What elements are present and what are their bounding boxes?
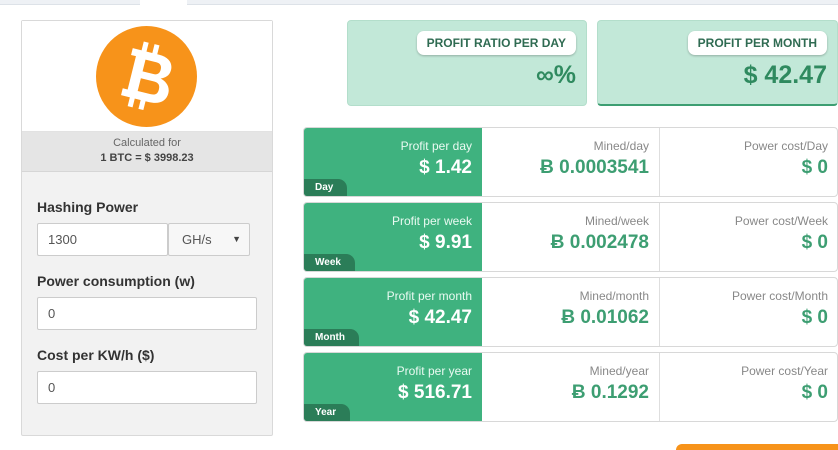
mined-cell: Mined/month Ƀ 0.01062 (482, 278, 660, 346)
table-row: Profit per week $ 9.91 Week Mined/week Ƀ… (303, 202, 838, 272)
profit-month-card: PROFIT PER MONTH $ 42.47 (597, 20, 838, 106)
cost-per-kwh-label: Cost per KW/h ($) (37, 347, 155, 363)
power-cost-label: Power cost/Day (743, 139, 828, 153)
profit-ratio-card: PROFIT RATIO PER DAY ∞% (347, 20, 587, 106)
profit-month-value: $ 42.47 (743, 61, 827, 89)
table-row: Profit per month $ 42.47 Month Mined/mon… (303, 277, 838, 347)
profit-value: $ 1.42 (419, 157, 472, 178)
power-cost-label: Power cost/Week (734, 214, 828, 228)
power-cost-value: $ 0 (801, 157, 828, 178)
profit-value: $ 42.47 (408, 307, 472, 328)
period-tag: Month (304, 329, 359, 346)
mined-cell: Mined/day Ƀ 0.0003541 (482, 128, 660, 196)
logo-box (22, 21, 272, 132)
btc-rate: 1 BTC = $ 3998.23 (100, 152, 194, 164)
profit-ratio-label: PROFIT RATIO PER DAY (416, 31, 576, 55)
power-cost-value: $ 0 (801, 232, 828, 253)
hashing-power-label: Hashing Power (37, 199, 139, 215)
profit-label: Profit per month (386, 289, 472, 303)
mined-label: Mined/day (593, 139, 649, 153)
power-cost-cell: Power cost/Month $ 0 (660, 278, 837, 346)
mined-label: Mined/year (589, 364, 649, 378)
mined-label: Mined/month (579, 289, 649, 303)
mined-value: Ƀ 0.1292 (571, 382, 649, 403)
table-row: Profit per day $ 1.42 Day Mined/day Ƀ 0.… (303, 127, 838, 197)
profit-label: Profit per week (391, 214, 472, 228)
power-consumption-input[interactable]: 0 (37, 297, 257, 330)
profit-cell: Profit per year $ 516.71 Year (304, 353, 482, 421)
power-cost-cell: Power cost/Year $ 0 (660, 353, 837, 421)
power-cost-label: Power cost/Month (731, 289, 828, 303)
period-tag: Day (304, 179, 348, 196)
calculated-for-label: Calculated for (113, 137, 181, 149)
tab-right[interactable] (187, 0, 838, 5)
cost-per-kwh-input[interactable]: 0 (37, 371, 257, 404)
power-cost-value: $ 0 (801, 307, 828, 328)
hashing-unit-select[interactable]: GH/s ▼ (168, 223, 250, 256)
power-cost-cell: Power cost/Week $ 0 (660, 203, 837, 271)
period-tag: Year (304, 404, 351, 421)
profit-cell: Profit per month $ 42.47 Month (304, 278, 482, 346)
profit-label: Profit per year (396, 364, 472, 378)
calculated-for-box: Calculated for 1 BTC = $ 3998.23 (22, 132, 272, 172)
profit-value: $ 9.91 (419, 232, 472, 253)
bitcoin-logo-icon (96, 26, 197, 127)
mined-label: Mined/week (584, 214, 649, 228)
hashing-power-input[interactable]: 1300 (37, 223, 168, 256)
profit-cell: Profit per day $ 1.42 Day (304, 128, 482, 196)
mined-value: Ƀ 0.002478 (550, 232, 649, 253)
orange-button-edge[interactable] (676, 444, 838, 450)
power-cost-cell: Power cost/Day $ 0 (660, 128, 837, 196)
power-consumption-label: Power consumption (w) (37, 273, 195, 289)
profit-month-label: PROFIT PER MONTH (687, 31, 827, 55)
top-tab-strip (0, 0, 838, 5)
caret-down-icon: ▼ (232, 234, 241, 244)
mined-cell: Mined/week Ƀ 0.002478 (482, 203, 660, 271)
mined-cell: Mined/year Ƀ 0.1292 (482, 353, 660, 421)
mined-value: Ƀ 0.01062 (561, 307, 649, 328)
period-tag: Week (304, 254, 355, 271)
profit-value: $ 516.71 (398, 382, 472, 403)
power-cost-value: $ 0 (801, 382, 828, 403)
power-cost-label: Power cost/Year (741, 364, 828, 378)
tab-left[interactable] (0, 0, 140, 5)
hashing-unit-value: GH/s (182, 232, 212, 247)
mined-value: Ƀ 0.0003541 (540, 157, 649, 178)
table-row: Profit per year $ 516.71 Year Mined/year… (303, 352, 838, 422)
profit-cell: Profit per week $ 9.91 Week (304, 203, 482, 271)
profit-ratio-value: ∞% (535, 61, 576, 89)
calculator-panel: Calculated for 1 BTC = $ 3998.23 Hashing… (21, 20, 273, 436)
profit-label: Profit per day (400, 139, 472, 153)
